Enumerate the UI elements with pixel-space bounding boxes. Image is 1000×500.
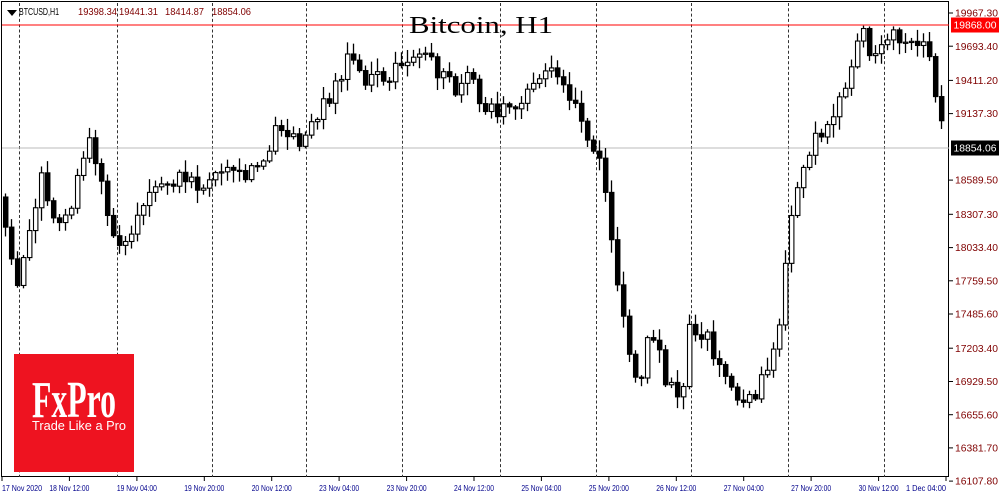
svg-text:17485.60: 17485.60	[955, 310, 998, 321]
svg-text:1 Dec 04:00: 1 Dec 04:00	[906, 483, 946, 493]
svg-text:19 Nov 04:00: 19 Nov 04:00	[117, 483, 157, 493]
svg-text:16381.70: 16381.70	[955, 444, 998, 455]
svg-text:16107.80: 16107.80	[955, 477, 998, 488]
svg-text:18 Nov 12:00: 18 Nov 12:00	[49, 483, 89, 493]
svg-text:17203.40: 17203.40	[955, 344, 998, 355]
svg-text:24 Nov 12:00: 24 Nov 12:00	[454, 483, 494, 493]
svg-text:18307.30: 18307.30	[955, 210, 998, 221]
svg-text:17759.50: 17759.50	[955, 276, 998, 287]
svg-text:20 Nov 12:00: 20 Nov 12:00	[252, 483, 292, 493]
svg-text:19441.31: 19441.31	[119, 7, 158, 18]
svg-text:19693.40: 19693.40	[955, 42, 998, 53]
svg-text:18414.87: 18414.87	[165, 7, 204, 18]
svg-text:17 Nov 2020: 17 Nov 2020	[2, 483, 42, 493]
svg-text:16929.50: 16929.50	[955, 377, 998, 388]
svg-text:16655.60: 16655.60	[955, 410, 998, 421]
svg-text:27 Nov 04:00: 27 Nov 04:00	[724, 483, 764, 493]
svg-text:19411.20: 19411.20	[955, 76, 998, 87]
svg-text:18854.06: 18854.06	[212, 7, 251, 18]
svg-text:25 Nov 20:00: 25 Nov 20:00	[589, 483, 629, 493]
svg-text:18589.50: 18589.50	[955, 176, 998, 187]
svg-text:Trade Like a Pro: Trade Like a Pro	[32, 418, 126, 433]
svg-text:23 Nov 04:00: 23 Nov 04:00	[319, 483, 359, 493]
svg-text:19868.00: 19868.00	[954, 21, 997, 32]
svg-text:18033.40: 18033.40	[955, 243, 998, 254]
svg-text:19398.34: 19398.34	[78, 7, 117, 18]
svg-text:19 Nov 20:00: 19 Nov 20:00	[184, 483, 224, 493]
svg-text:19137.30: 19137.30	[955, 109, 998, 120]
svg-text:23 Nov 20:00: 23 Nov 20:00	[387, 483, 427, 493]
svg-text:BTCUSD,H1: BTCUSD,H1	[19, 7, 59, 18]
svg-text:30 Nov 12:00: 30 Nov 12:00	[859, 483, 899, 493]
svg-text:18854.06: 18854.06	[954, 144, 997, 155]
svg-text:26 Nov 12:00: 26 Nov 12:00	[656, 483, 696, 493]
svg-text:27 Nov 20:00: 27 Nov 20:00	[791, 483, 831, 493]
svg-text:Bitcoin, H1: Bitcoin, H1	[409, 13, 553, 39]
svg-text:25 Nov 04:00: 25 Nov 04:00	[521, 483, 561, 493]
